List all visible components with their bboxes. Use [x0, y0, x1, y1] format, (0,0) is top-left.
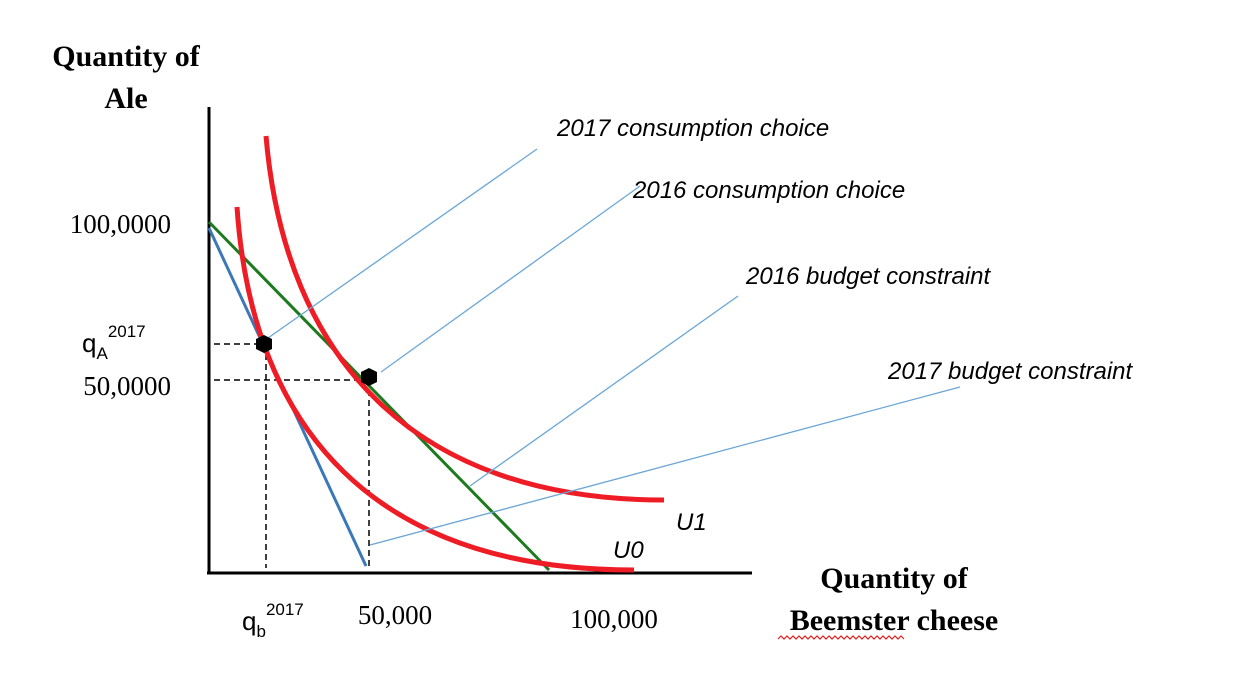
leader-2016-budget [469, 295, 739, 487]
leader-2016-consumption [380, 185, 641, 373]
point-2017-consumption-choice [256, 335, 272, 353]
point-2016-consumption-choice [361, 368, 377, 386]
spellcheck-underline [777, 635, 905, 640]
label-2017-consumption-choice: 2017 consumption choice [556, 115, 829, 142]
label-u0: U0 [613, 537, 644, 564]
budget-constraint-2016 [207, 220, 551, 572]
y-axis-title-line2: Ale [104, 82, 147, 115]
y-tick-100k: 100,0000 [70, 209, 171, 239]
indifference-curve-u1 [263, 135, 665, 503]
x-axis-title-line1: Quantity of [820, 562, 969, 595]
y-tick-qA-2017: qA2017 [82, 322, 146, 363]
y-axis-title-line1: Quantity of [52, 40, 201, 73]
label-2016-budget-constraint: 2016 budget constraint [745, 263, 992, 290]
leader-2017-consumption [267, 148, 538, 339]
label-2017-budget-constraint: 2017 budget constraint [887, 358, 1134, 385]
label-2016-consumption-choice: 2016 consumption choice [632, 177, 905, 204]
x-tick-50k: 50,000 [358, 600, 432, 630]
leader-2017-budget [369, 386, 961, 546]
x-tick-qb-2017: qb2017 [242, 600, 304, 641]
y-tick-50k: 50,0000 [83, 371, 171, 401]
x-tick-100k: 100,000 [570, 604, 658, 634]
indifference-curve-u0 [234, 206, 635, 573]
x-axis-title-line2: Beemster cheese [790, 604, 999, 637]
label-u1: U1 [676, 509, 707, 536]
